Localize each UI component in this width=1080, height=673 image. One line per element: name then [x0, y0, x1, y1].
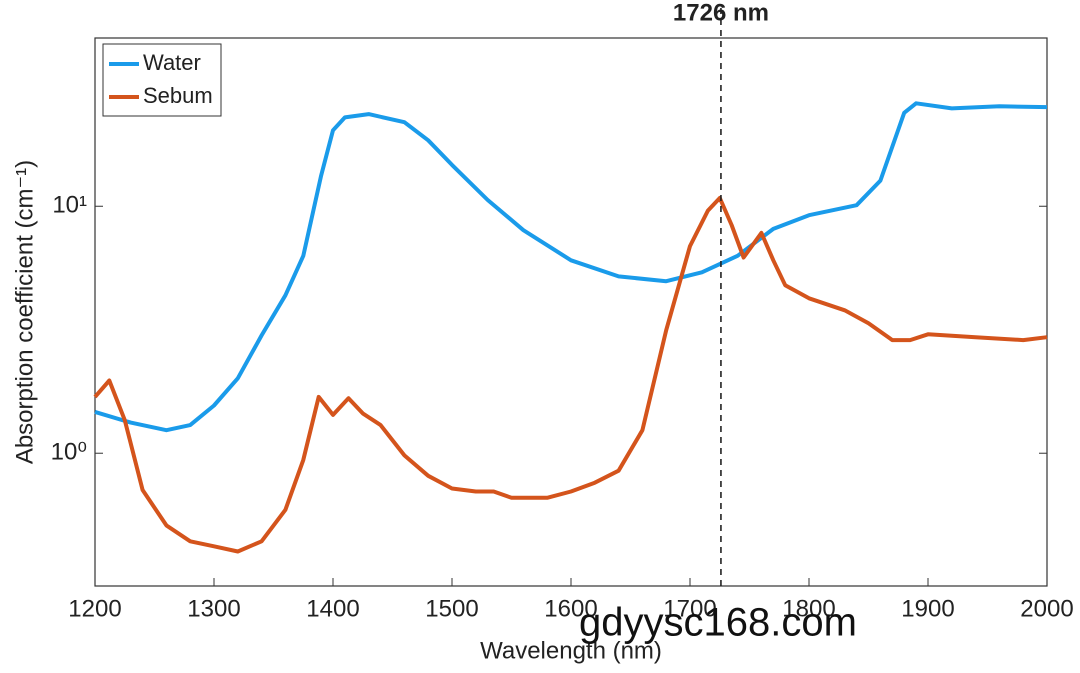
- x-tick-label: 1600: [544, 595, 597, 622]
- series-line: [94, 101, 1048, 433]
- plot-frame: [94, 37, 1048, 587]
- x-tick-label: 1700: [663, 595, 716, 622]
- legend-label: Water: [143, 50, 201, 75]
- watermark: gdyysc168.com: [579, 601, 857, 645]
- legend-box: [102, 43, 222, 117]
- x-axis-label: Wavelength (nm): [480, 637, 662, 664]
- x-tick-label: 1900: [901, 595, 954, 622]
- y-axis-label: Absorption coefficient (cm⁻¹): [11, 160, 38, 464]
- y-tick-label: 10¹: [52, 192, 87, 219]
- x-tick-label: 1800: [782, 595, 835, 622]
- y-tick-label: 10⁰: [51, 439, 87, 466]
- legend-label: Sebum: [143, 83, 213, 108]
- x-tick-label: 1500: [425, 595, 478, 622]
- reference-label: 1726 nm: [673, 0, 769, 26]
- x-tick-label: 1200: [68, 595, 121, 622]
- x-tick-label: 2000: [1020, 595, 1073, 622]
- x-tick-label: 1300: [187, 595, 240, 622]
- series-line: [93, 196, 1048, 554]
- x-tick-label: 1400: [306, 595, 359, 622]
